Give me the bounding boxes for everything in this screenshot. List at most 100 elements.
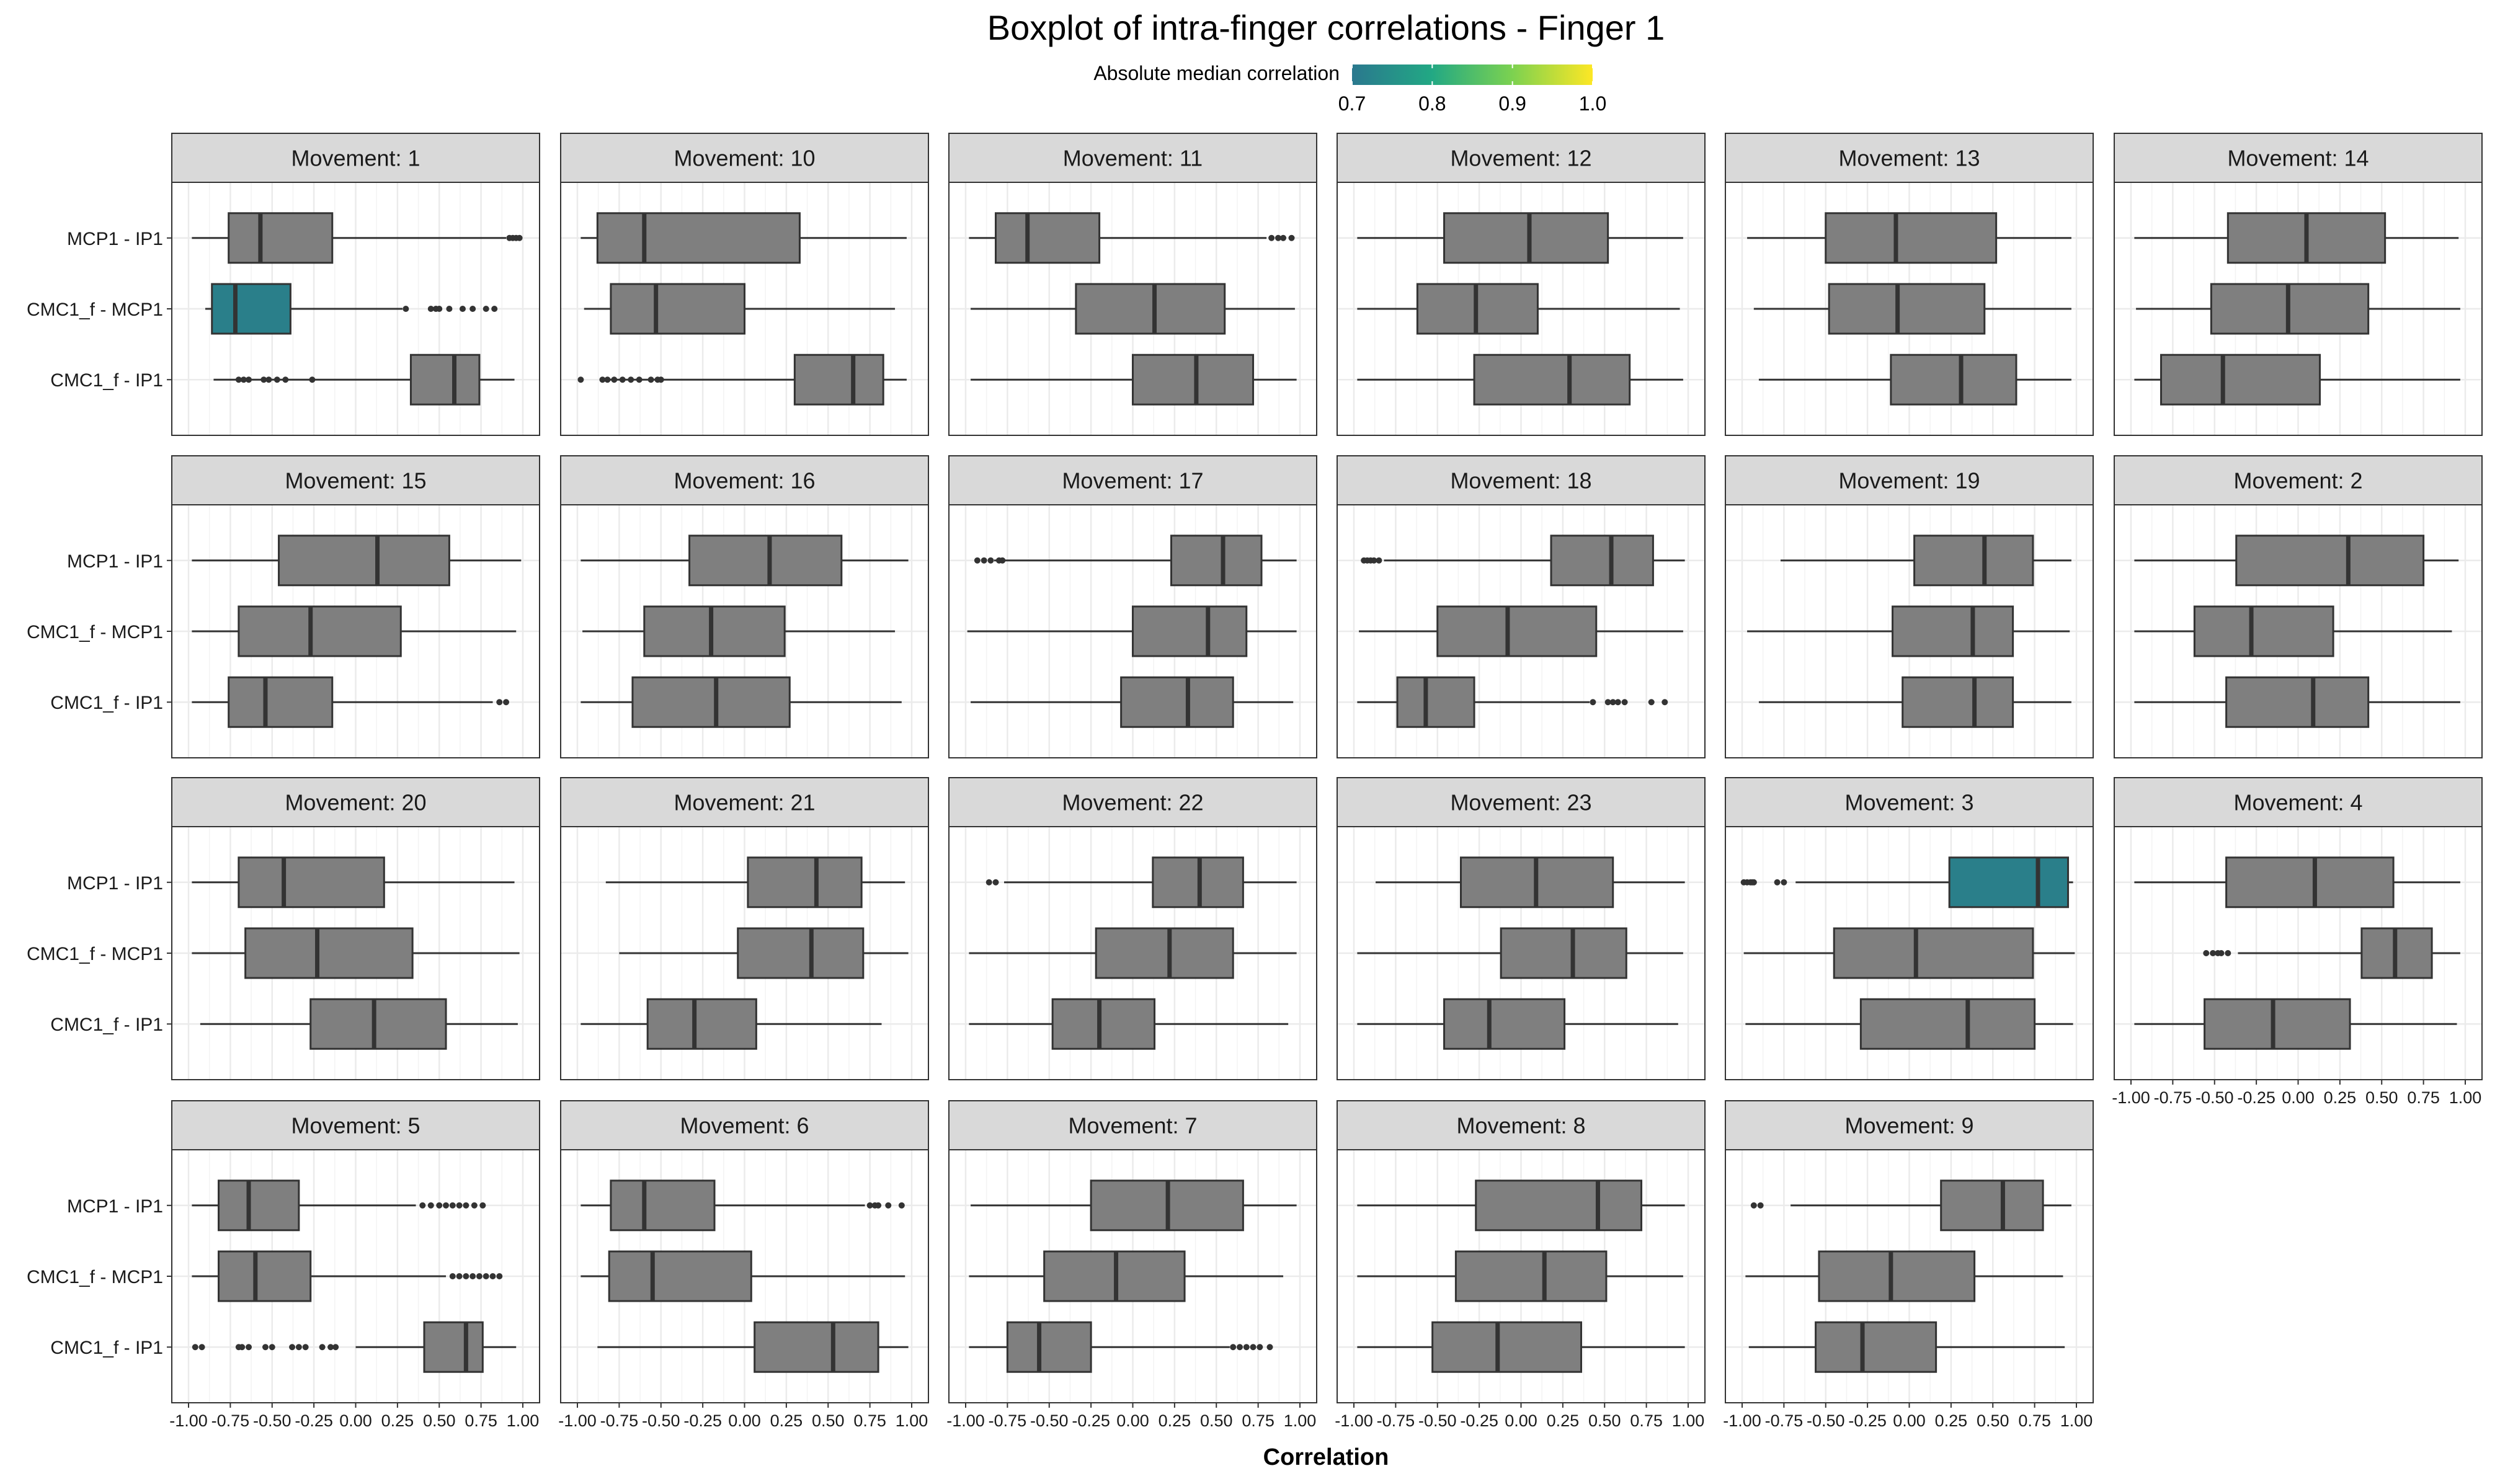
box-1	[584, 283, 896, 335]
facet-strip-label: Movement: 5	[291, 1113, 420, 1139]
facet-strip-label: Movement: 23	[1450, 790, 1591, 815]
box-iqr	[218, 1180, 300, 1232]
box-1	[2203, 927, 2460, 979]
outlier-point	[2210, 950, 2217, 956]
box-1	[192, 1250, 503, 1302]
box-iqr	[1443, 212, 1609, 264]
box-1	[1743, 927, 2075, 979]
box-0	[1747, 212, 2071, 264]
box-2	[2134, 998, 2457, 1050]
box-2	[1357, 353, 1683, 406]
outlier-point	[269, 1344, 275, 1351]
outlier-point	[1614, 699, 1621, 706]
facet-strip	[171, 777, 540, 827]
x-tick-label: 0.75	[1630, 1411, 1663, 1430]
x-tick-label: -0.75	[1377, 1411, 1415, 1430]
box-iqr	[610, 283, 746, 335]
legend-tick-label: 0.8	[1418, 92, 1446, 115]
facet-panel: Movement: 8 -1.00 -0.75 -0.50 -0.25 0.00 0.25 0…	[1335, 1100, 1706, 1430]
outlier-point	[611, 376, 618, 383]
outlier-point	[1648, 699, 1655, 706]
outlier-point	[1774, 879, 1781, 886]
outlier-point	[449, 1202, 456, 1209]
box-iqr	[409, 353, 481, 406]
outlier-point	[619, 376, 626, 383]
x-tick-label: 0.25	[1159, 1411, 1191, 1430]
box-0	[581, 212, 907, 264]
y-tick-label: CMC1_f - MCP1	[27, 622, 163, 642]
box-iqr	[737, 927, 865, 979]
box-2	[1758, 353, 2071, 406]
box-iqr	[643, 605, 786, 657]
facet-panel: Movement: 7 -1.00 -0.75 -0.50 -0.25 0.00 0.25 0…	[946, 1100, 1317, 1430]
outlier-point	[657, 376, 664, 383]
outlier-point	[246, 1344, 252, 1351]
box-0	[2134, 212, 2459, 264]
x-tick-label: 0.00	[339, 1411, 372, 1430]
facet-strip-label: Movement: 20	[285, 790, 426, 815]
box-0	[1376, 856, 1685, 909]
box-0	[1750, 1180, 2071, 1232]
outlier-point	[1621, 699, 1628, 706]
box-1	[1745, 1250, 2063, 1302]
box-0	[605, 856, 905, 909]
outlier-point	[985, 879, 992, 886]
outlier-point	[491, 306, 498, 312]
outlier-point	[262, 1344, 269, 1351]
outlier-point	[1590, 699, 1596, 706]
x-tick-label: -1.00	[1335, 1411, 1373, 1430]
box-iqr	[1075, 283, 1226, 335]
y-tick-label: CMC1_f - MCP1	[27, 300, 163, 320]
outlier-point	[2218, 950, 2225, 956]
legend-tick-label: 1.0	[1579, 92, 1606, 115]
box-iqr	[1454, 1250, 1608, 1302]
outlier-point	[282, 376, 289, 383]
x-tick-label: 1.00	[1672, 1411, 1705, 1430]
facet-panel: Movement: 4 -1.00 -0.75 -0.50 -0.25 0.00 0.25 0…	[2112, 777, 2483, 1107]
outlier-point	[459, 306, 466, 312]
outlier-point	[1236, 1344, 1243, 1351]
outlier-point	[289, 1344, 296, 1351]
panel-border	[1725, 504, 2094, 758]
outlier-point	[1274, 234, 1281, 241]
facet-panel: Movement: 15 MCP1 - IP1 CMC1_f - MCP1 CMC1_…	[27, 455, 540, 758]
x-tick-label: -1.00	[2112, 1088, 2150, 1107]
x-tick-label: 1.00	[507, 1411, 540, 1430]
box-0	[192, 1180, 486, 1232]
outlier-point	[992, 879, 999, 886]
box-iqr	[1132, 353, 1255, 406]
outlier-point	[1280, 234, 1287, 241]
facet-panel: Movement: 23	[1337, 777, 1706, 1080]
outlier-point	[463, 1202, 469, 1209]
outlier-point	[647, 376, 654, 383]
outlier-point	[1257, 1344, 1263, 1351]
outlier-point	[427, 306, 434, 312]
outlier-point	[483, 1273, 489, 1279]
box-0	[1740, 856, 2073, 909]
x-tick-label: 0.00	[728, 1411, 761, 1430]
box-2	[1758, 676, 2071, 728]
box-iqr	[1892, 605, 2014, 657]
facet-strip	[2114, 777, 2483, 827]
box-iqr	[596, 212, 801, 264]
x-axis-title: Correlation	[1263, 1444, 1389, 1470]
outlier-point	[496, 1273, 503, 1279]
box-2	[577, 353, 907, 406]
x-tick-label: 0.50	[2365, 1088, 2398, 1107]
x-tick-label: -0.75	[211, 1411, 250, 1430]
box-iqr	[747, 856, 863, 909]
facet-strip-label: Movement: 22	[1062, 790, 1203, 815]
x-tick-label: -0.50	[1030, 1411, 1069, 1430]
box-iqr	[1051, 998, 1156, 1050]
outlier-point	[999, 557, 1006, 564]
outlier-point	[974, 557, 981, 564]
x-tick-label: -0.75	[600, 1411, 639, 1430]
x-tick-label: -0.25	[1072, 1411, 1110, 1430]
box-iqr	[1431, 1321, 1583, 1373]
facet-panel: Movement: 17	[948, 455, 1317, 758]
panel-border	[1725, 826, 2094, 1080]
x-tick-label: -0.25	[295, 1411, 333, 1430]
facet-panel: Movement: 1 MCP1 - IP1 CMC1_f - MCP1 CMC1_f…	[27, 133, 540, 436]
outlier-point	[240, 376, 247, 383]
box-iqr	[2193, 605, 2334, 657]
